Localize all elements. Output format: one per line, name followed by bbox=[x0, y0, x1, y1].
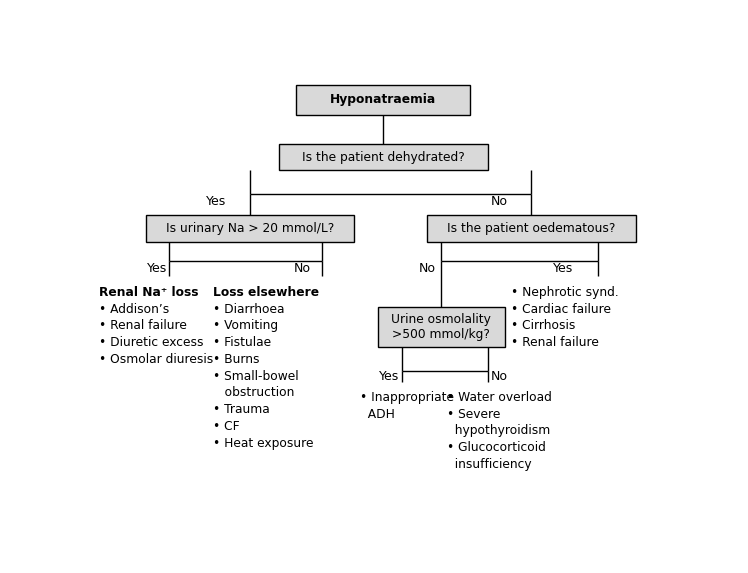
Text: • Inappropriate: • Inappropriate bbox=[361, 391, 454, 404]
FancyBboxPatch shape bbox=[427, 215, 636, 242]
FancyBboxPatch shape bbox=[296, 85, 470, 115]
Text: insufficiency: insufficiency bbox=[447, 458, 532, 471]
FancyBboxPatch shape bbox=[146, 215, 355, 242]
Text: Renal Na⁺ loss: Renal Na⁺ loss bbox=[99, 286, 199, 299]
Text: No: No bbox=[294, 262, 310, 274]
Text: No: No bbox=[491, 195, 508, 207]
Text: Yes: Yes bbox=[206, 195, 227, 207]
Text: No: No bbox=[418, 262, 435, 274]
Text: No: No bbox=[491, 370, 508, 383]
Text: Is the patient dehydrated?: Is the patient dehydrated? bbox=[302, 151, 465, 163]
Text: • Diuretic excess: • Diuretic excess bbox=[99, 336, 203, 349]
Text: • Water overload: • Water overload bbox=[447, 391, 552, 404]
Text: • Heat exposure: • Heat exposure bbox=[213, 437, 314, 450]
Text: Urine osmolality
>500 mmol/kg?: Urine osmolality >500 mmol/kg? bbox=[391, 313, 491, 341]
Text: • Glucocorticoid: • Glucocorticoid bbox=[447, 441, 546, 454]
Text: Is urinary Na > 20 mmol/L?: Is urinary Na > 20 mmol/L? bbox=[166, 222, 334, 235]
Text: • Fistulae: • Fistulae bbox=[213, 336, 272, 349]
Text: obstruction: obstruction bbox=[213, 386, 295, 399]
Text: Yes: Yes bbox=[379, 370, 399, 383]
Text: • Osmolar diuresis: • Osmolar diuresis bbox=[99, 353, 213, 366]
Text: • Burns: • Burns bbox=[213, 353, 260, 366]
Text: • Small-bowel: • Small-bowel bbox=[213, 370, 299, 383]
Text: • Cirrhosis: • Cirrhosis bbox=[511, 319, 575, 332]
Text: Hyponatraemia: Hyponatraemia bbox=[330, 93, 437, 106]
FancyBboxPatch shape bbox=[378, 307, 505, 347]
Text: Yes: Yes bbox=[147, 262, 168, 274]
Text: • Diarrhoea: • Diarrhoea bbox=[213, 303, 285, 316]
Text: ADH: ADH bbox=[361, 407, 395, 421]
Text: Loss elsewhere: Loss elsewhere bbox=[213, 286, 319, 299]
Text: • CF: • CF bbox=[213, 420, 240, 433]
Text: • Addison’s: • Addison’s bbox=[99, 303, 170, 316]
Text: • Cardiac failure: • Cardiac failure bbox=[511, 303, 611, 316]
Text: • Renal failure: • Renal failure bbox=[511, 336, 598, 349]
Text: • Nephrotic synd.: • Nephrotic synd. bbox=[511, 286, 619, 299]
Text: • Renal failure: • Renal failure bbox=[99, 319, 187, 332]
Text: • Severe: • Severe bbox=[447, 407, 500, 421]
FancyBboxPatch shape bbox=[279, 144, 488, 170]
Text: Is the patient oedematous?: Is the patient oedematous? bbox=[447, 222, 616, 235]
Text: • Trauma: • Trauma bbox=[213, 403, 270, 416]
Text: hypothyroidism: hypothyroidism bbox=[447, 425, 551, 437]
Text: • Vomiting: • Vomiting bbox=[213, 319, 278, 332]
Text: Yes: Yes bbox=[553, 262, 573, 274]
